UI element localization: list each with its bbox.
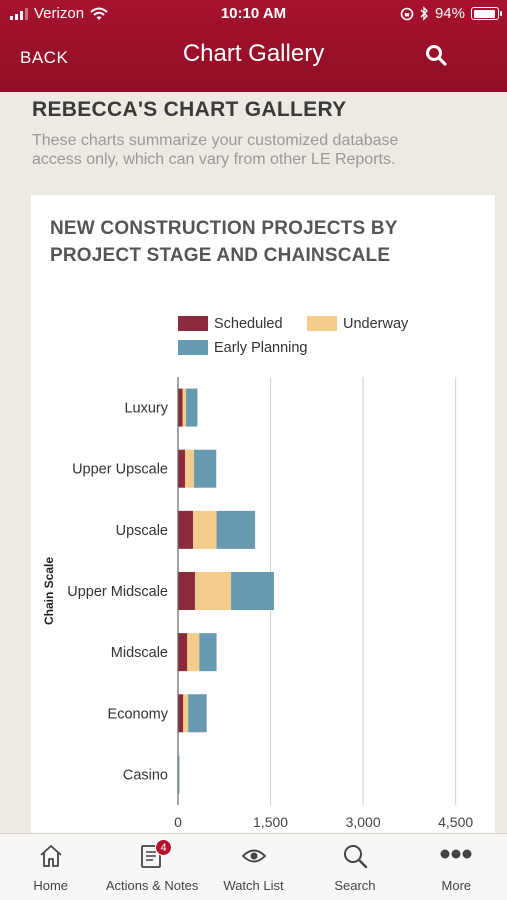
category-label: Upscale <box>116 523 168 539</box>
x-tick-label: 0 <box>174 814 182 830</box>
category-label: Economy <box>108 706 169 722</box>
category-label: Luxury <box>124 401 168 417</box>
bar-segment <box>182 388 187 427</box>
legend-label: Early Planning <box>214 340 308 356</box>
stacked-bar-chart: 0 1,500 3,000 4,500 Luxury Upper Upscale Upsca… <box>42 316 473 830</box>
more-icon <box>440 849 472 859</box>
wifi-icon <box>90 7 108 20</box>
battery-icon <box>471 7 502 20</box>
nav-bar: BACK Chart Gallery <box>0 28 507 92</box>
bar-segment <box>178 388 183 427</box>
x-tick-label: 1,500 <box>253 814 288 830</box>
tab-actions-notes[interactable]: 4 Actions & Notes <box>101 834 202 900</box>
search-icon <box>343 845 368 869</box>
bar-segment <box>194 572 232 610</box>
bar-segment <box>178 755 180 794</box>
carrier-name: Verizon <box>34 5 85 22</box>
category-label: Upper Upscale <box>72 462 168 478</box>
page-subtitle: These charts summarize your customized d… <box>32 132 399 168</box>
rotation-lock-icon <box>400 7 414 20</box>
tab-label: Home <box>33 878 69 893</box>
eye-icon <box>241 849 266 863</box>
y-axis-title: Chain Scale <box>42 557 56 625</box>
search-icon[interactable] <box>425 44 447 66</box>
bar-segment <box>216 510 256 549</box>
category-label: Casino <box>123 767 168 783</box>
tab-label: Actions & Notes <box>105 878 199 893</box>
tab-label: Watch List <box>223 878 284 893</box>
bluetooth-icon <box>420 6 428 21</box>
category-label: Upper Midscale <box>67 584 168 600</box>
bar-segment <box>178 694 184 733</box>
bar-segment <box>178 449 186 488</box>
category-label: Midscale <box>111 645 168 661</box>
signal-icon <box>10 7 28 20</box>
chart-card: NEW CONSTRUCTION PROJECTS BY PROJECT STA… <box>31 195 495 840</box>
tab-search[interactable]: Search <box>304 834 405 900</box>
home-icon <box>40 845 62 867</box>
bar-segment <box>194 449 217 488</box>
status-time: 10:10 AM <box>220 5 287 22</box>
tab-label: More <box>441 878 472 893</box>
bar-segment <box>193 510 217 549</box>
battery-percent: 94% <box>434 5 465 22</box>
x-tick-label: 3,000 <box>346 814 381 830</box>
back-button[interactable]: BACK <box>20 48 69 67</box>
tab-watch-list[interactable]: Watch List <box>203 834 304 900</box>
bar-segment <box>186 388 198 427</box>
bar-segment <box>185 449 195 488</box>
status-bar: Verizon 10:10 AM 94% <box>0 0 507 28</box>
legend-label: Underway <box>343 316 409 332</box>
legend-swatch <box>178 340 208 355</box>
status-right: 94% <box>400 5 502 22</box>
bar-segment <box>178 510 194 549</box>
bar-segment <box>183 694 189 733</box>
page-title: REBECCA'S CHART GALLERY <box>32 98 347 121</box>
bar-segment <box>178 633 188 672</box>
bar-segment <box>188 694 207 733</box>
bar-segment <box>199 633 217 672</box>
notes-icon <box>141 845 162 868</box>
tab-bar: Home 4 Actions & Notes Watch List Search… <box>0 833 507 900</box>
header-bar: Verizon 10:10 AM 94% BACK Chart Gallery <box>0 0 507 92</box>
x-tick-label: 4,500 <box>438 814 473 830</box>
carrier-group: Verizon <box>10 5 108 22</box>
legend-label: Scheduled <box>214 316 283 332</box>
tab-more[interactable]: More <box>406 834 507 900</box>
chart-title: NEW CONSTRUCTION PROJECTS BY PROJECT STA… <box>50 218 398 266</box>
bar-segment <box>178 572 195 610</box>
bar-segment <box>187 633 200 672</box>
bar-segment <box>231 572 274 610</box>
tab-label: Search <box>334 878 376 893</box>
legend-swatch <box>178 316 208 331</box>
notification-badge: 4 <box>155 839 173 856</box>
tab-home[interactable]: Home <box>0 834 101 900</box>
legend-swatch <box>307 316 337 331</box>
